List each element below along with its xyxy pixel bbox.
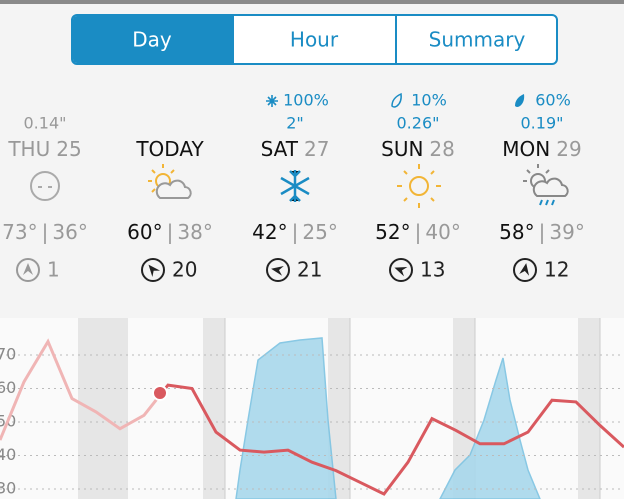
wind-icon [16, 258, 40, 282]
separator: | [167, 220, 174, 244]
precip-amount: 0.19" [521, 114, 564, 133]
wind-speed: 21 [297, 258, 322, 282]
low-temp: 38° [177, 220, 212, 244]
wind-speed: 12 [544, 258, 569, 282]
y-tick-label: 60 [0, 378, 16, 397]
separator: | [292, 220, 299, 244]
wind-arrow [394, 267, 408, 277]
top-bar [0, 0, 624, 4]
wind-circle [16, 258, 40, 282]
icon-cloudy [30, 171, 60, 201]
day-date: 29 [556, 137, 581, 161]
precip-amount: 0.26" [397, 114, 440, 133]
precip-chance: 60% [535, 91, 571, 110]
day-name: SUN [381, 137, 423, 161]
temperatures: 52° | 40° [375, 220, 461, 244]
wind-speed: 20 [172, 258, 197, 282]
temperatures: 73° | 36° [2, 220, 88, 244]
day-label: SAT 27 [261, 137, 330, 161]
y-tick-label: 40 [0, 445, 16, 464]
icon-sunny [397, 164, 441, 208]
temperatures: 60° | 38° [127, 220, 213, 244]
day-label: SUN 28 [381, 137, 455, 161]
tab[interactable]: Summary [429, 28, 526, 52]
wind-icon [389, 258, 413, 282]
high-temp: 60° [127, 220, 162, 244]
precip-chance: 100% [283, 91, 329, 110]
high-temp: 58° [499, 220, 534, 244]
temperatures: 58° | 39° [499, 220, 585, 244]
icon-snow [280, 170, 310, 202]
day-name: TODAY [135, 137, 204, 161]
day-name: THU [7, 137, 50, 161]
icon-rain [523, 164, 569, 206]
precip-amount: 2" [286, 114, 304, 133]
wind-icon [141, 258, 165, 282]
snow-small-icon [266, 95, 278, 107]
day-name: MON [502, 137, 550, 161]
day-label: THU 25 [7, 137, 81, 161]
wind-icon [266, 258, 290, 282]
wind-speed: 13 [420, 258, 445, 282]
day-date: 27 [304, 137, 329, 161]
y-tick-label: 30 [0, 479, 16, 498]
separator: | [539, 220, 546, 244]
low-temp: 40° [425, 220, 460, 244]
wind-circle [513, 258, 537, 282]
precip-chance: 10% [411, 91, 447, 110]
temperature-line [0, 338, 624, 496]
drop-icon [515, 94, 525, 107]
wind-circle [141, 258, 165, 282]
drop-outline-icon [391, 92, 402, 108]
low-temp: 39° [549, 220, 584, 244]
tab[interactable]: Hour [290, 28, 339, 52]
high-temp: 73° [2, 220, 37, 244]
separator: | [42, 220, 49, 244]
high-temp: 42° [252, 220, 287, 244]
temperatures: 42° | 25° [252, 220, 338, 244]
day-date: 28 [429, 137, 454, 161]
day-date: 25 [56, 137, 81, 161]
now-marker [152, 385, 168, 401]
wind-arrow [271, 265, 284, 276]
tab[interactable]: Day [132, 28, 172, 52]
separator: | [415, 220, 422, 244]
y-tick-label: 70 [0, 345, 16, 364]
day-label: MON 29 [502, 137, 581, 161]
wind-arrow [23, 263, 33, 275]
wind-circle [266, 258, 290, 282]
low-temp: 36° [52, 220, 87, 244]
wind-circle [389, 258, 413, 282]
wind-arrow [148, 264, 161, 278]
day-label: TODAY [135, 137, 204, 161]
high-temp: 52° [375, 220, 410, 244]
precipitation-area [235, 337, 541, 499]
low-temp: 25° [302, 220, 337, 244]
tab-selected[interactable] [73, 16, 233, 63]
wind-icon [513, 258, 537, 282]
icon-partly-sunny [148, 164, 192, 199]
wind-arrow [519, 263, 530, 276]
wind-speed: 1 [47, 258, 60, 282]
precip-amount: 0.14" [24, 114, 67, 133]
day-name: SAT [261, 137, 299, 161]
